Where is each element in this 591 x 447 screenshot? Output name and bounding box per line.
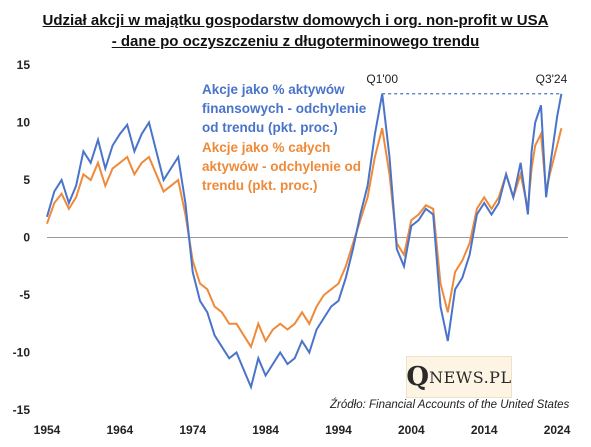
x-tick-label: 1954	[34, 423, 61, 437]
x-tick-label: 2014	[471, 423, 498, 437]
series-line-blue	[46, 93, 563, 391]
annotation-label: Q3'24	[536, 72, 568, 86]
y-tick-label: -10	[13, 346, 31, 360]
y-tick-label: 5	[23, 173, 30, 187]
logo-text: NEWS.PL	[429, 367, 512, 387]
x-tick-label: 1994	[325, 423, 352, 437]
annotation-label: Q1'00	[366, 72, 398, 86]
y-tick-label: -15	[13, 403, 31, 417]
x-tick-label: 1984	[252, 423, 279, 437]
x-tick-label: 1964	[107, 423, 134, 437]
y-tick-label: 15	[17, 58, 31, 72]
title-line-2: - dane po oczyszczeniu z długoterminoweg…	[111, 33, 480, 50]
annotations: Q1'00 Q3'24	[366, 72, 567, 86]
x-tick-label: 2004	[398, 423, 425, 437]
y-axis: 15 10 5 0 -5 -10 -15	[13, 58, 31, 417]
title-line-1: Udział akcji w majątku gospodarstw domow…	[42, 12, 549, 29]
series-line-orange	[46, 128, 563, 350]
chart-title: Udział akcji w majątku gospodarstw domow…	[0, 10, 591, 52]
y-tick-label: 0	[23, 231, 30, 245]
x-axis: 1954 1964 1974 1984 1994 2004 2014 2024	[34, 423, 571, 437]
logo-letter: Q	[406, 362, 430, 392]
y-tick-label: -5	[19, 288, 30, 302]
legend-entry-blue: Akcje jako % aktywów finansowych - odchy…	[202, 82, 367, 135]
y-tick-label: 10	[17, 116, 31, 130]
legend-entry-orange: Akcje jako % całych aktywów - odchylenie…	[202, 140, 362, 193]
source-note: Źródło: Financial Accounts of the United…	[330, 399, 570, 411]
x-tick-label: 1974	[179, 423, 206, 437]
qnews-logo: Q NEWS.PL	[406, 356, 512, 398]
x-tick-label: 2024	[544, 423, 571, 437]
